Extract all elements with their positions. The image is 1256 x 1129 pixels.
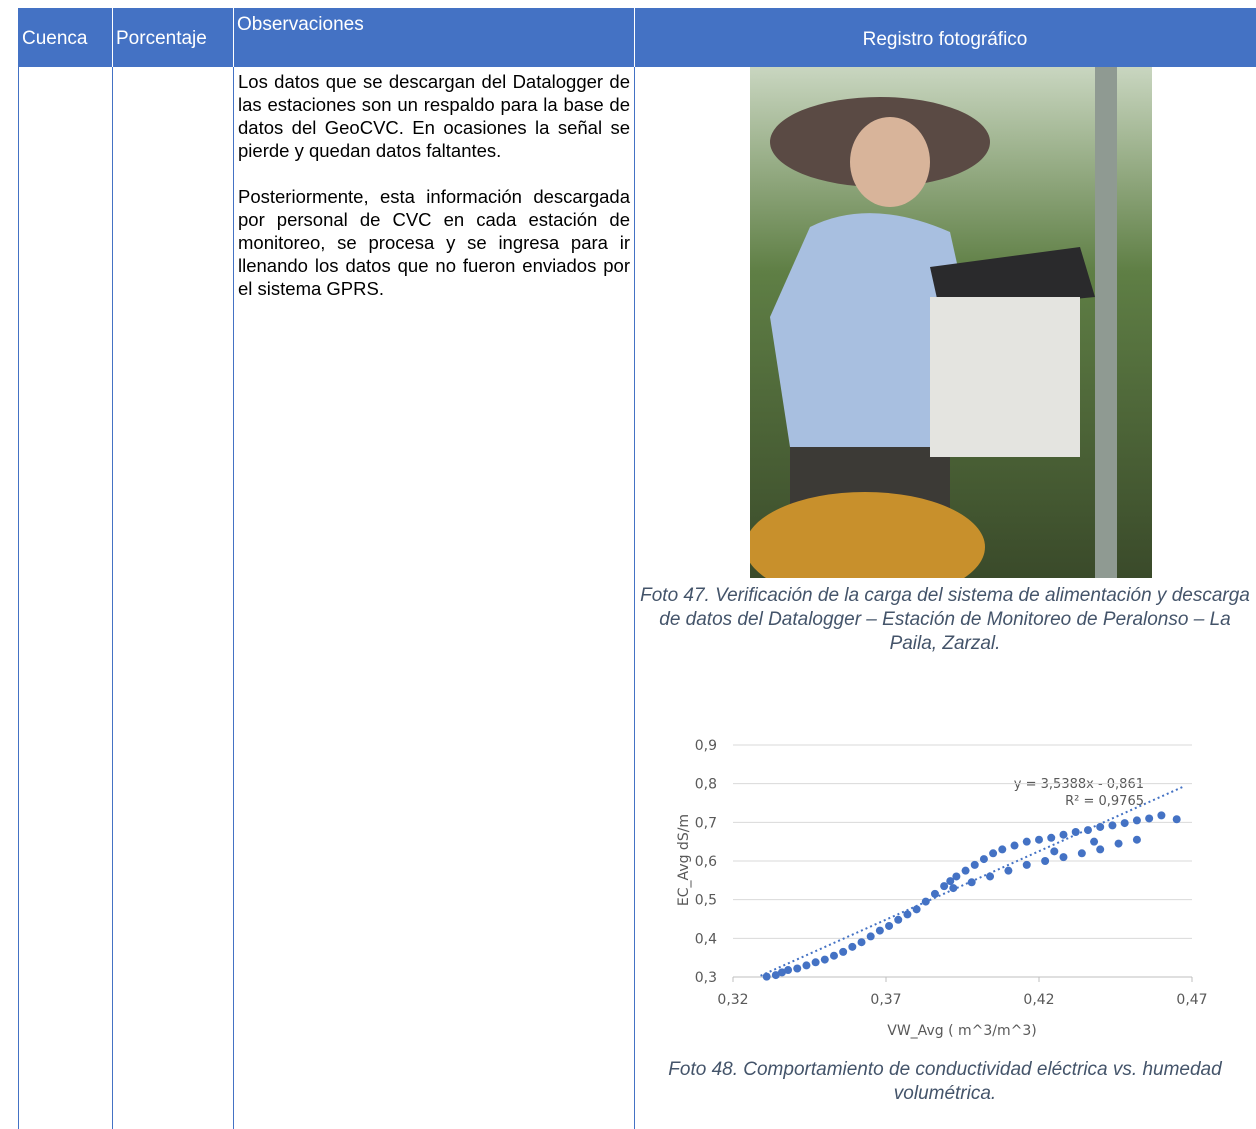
x-axis-label: VW_Avg ( m^3/m^3) <box>887 1023 1036 1039</box>
point <box>1078 849 1086 857</box>
point <box>821 956 829 964</box>
observations: Los datos que se descargan del Datalogge… <box>238 70 630 323</box>
y-tick-label: 0,7 <box>695 815 717 831</box>
point <box>1173 815 1181 823</box>
y-tick-label: 0,3 <box>695 970 717 986</box>
photo <box>750 67 1152 578</box>
x-tick-label: 0,37 <box>870 992 901 1008</box>
header-divider <box>233 8 234 67</box>
point <box>1059 831 1067 839</box>
chart: EC_Avg dS/m VW_Avg ( m^3/m^3) y = 3,5388… <box>660 728 1250 1048</box>
point <box>980 855 988 863</box>
point <box>1035 836 1043 844</box>
column-border <box>18 8 19 1129</box>
header-cell: Porcentaje <box>116 28 207 50</box>
trendline-equation: y = 3,5388x - 0,861 <box>1014 777 1144 792</box>
y-axis-label: EC_Avg dS/m <box>676 814 692 906</box>
point <box>839 948 847 956</box>
photo-caption: Foto 47. Verificación de la carga del si… <box>640 584 1250 656</box>
column-border <box>112 8 113 1129</box>
chart-caption: Foto 48. Comportamiento de conductividad… <box>640 1058 1250 1106</box>
point <box>1023 861 1031 869</box>
page: {"table":{"headers":["Cuenca","Porcentaj… <box>0 0 1256 1129</box>
y-tick-label: 0,9 <box>695 738 717 754</box>
x-tick-label: 0,42 <box>1023 992 1054 1008</box>
point <box>998 845 1006 853</box>
header-divider <box>634 8 635 67</box>
point <box>1157 811 1165 819</box>
point <box>1059 853 1067 861</box>
point <box>1011 842 1019 850</box>
column-border <box>634 8 635 1129</box>
point <box>962 867 970 875</box>
point <box>989 849 997 857</box>
point <box>1096 845 1104 853</box>
paragraph: Posteriormente, esta información descarg… <box>238 185 630 300</box>
y-tick-label: 0,5 <box>695 893 717 909</box>
y-tick-label: 0,4 <box>695 931 717 947</box>
point <box>949 884 957 892</box>
column-border <box>233 8 234 1129</box>
header-cell: Observaciones <box>237 14 364 36</box>
point <box>1133 816 1141 824</box>
point <box>1023 838 1031 846</box>
y-tick-label: 0,8 <box>695 777 717 793</box>
header-divider <box>112 8 113 67</box>
trendline-r2: R² = 0,9765 <box>1065 794 1144 809</box>
point <box>1004 867 1012 875</box>
y-tick-label: 0,6 <box>695 854 717 870</box>
point <box>1047 834 1055 842</box>
point <box>858 938 866 946</box>
paragraph: Los datos que se descargan del Datalogge… <box>238 70 630 162</box>
point <box>1133 836 1141 844</box>
point <box>812 958 820 966</box>
point <box>1041 857 1049 865</box>
x-tick-label: 0,47 <box>1176 992 1207 1008</box>
point <box>1121 819 1129 827</box>
point <box>885 922 893 930</box>
point <box>894 916 902 924</box>
point <box>903 910 911 918</box>
point <box>1050 847 1058 855</box>
point <box>848 943 856 951</box>
point <box>802 961 810 969</box>
point <box>876 927 884 935</box>
point <box>784 966 792 974</box>
point <box>1090 838 1098 846</box>
point <box>1115 840 1123 848</box>
point <box>1145 814 1153 822</box>
point <box>793 964 801 972</box>
header-cell: Registro fotográfico <box>634 29 1256 51</box>
point <box>867 932 875 940</box>
point <box>971 861 979 869</box>
x-tick-label: 0,32 <box>717 992 748 1008</box>
point <box>952 872 960 880</box>
point <box>830 952 838 960</box>
point <box>1108 821 1116 829</box>
header-cell: Cuenca <box>22 28 88 50</box>
trendline <box>761 787 1183 976</box>
